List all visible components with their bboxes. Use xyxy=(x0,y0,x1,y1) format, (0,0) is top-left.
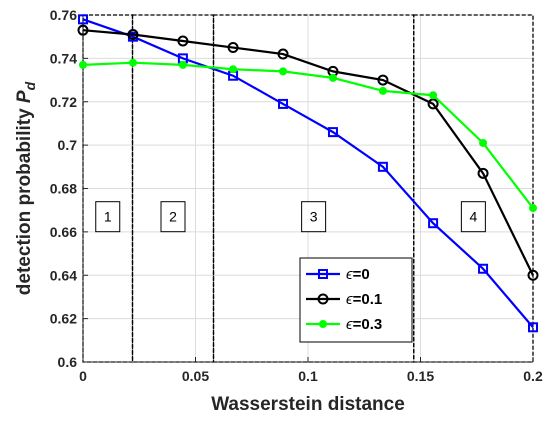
data-point-series-1 xyxy=(177,35,189,47)
y-tick-label: 0.68 xyxy=(50,181,77,197)
legend-symbol: ϵ xyxy=(346,291,353,308)
data-point-series-0 xyxy=(478,263,489,274)
y-axis-title-text: detection probability xyxy=(14,103,35,295)
region-label-1: 1 xyxy=(104,209,112,225)
data-point-series-2 xyxy=(79,60,87,69)
y-tick-label: 0.64 xyxy=(50,267,77,283)
region-label-3: 3 xyxy=(310,209,318,225)
legend-marker-2 xyxy=(319,320,327,328)
y-tick-label: 0.6 xyxy=(58,354,78,370)
y-tick-label: 0.74 xyxy=(50,50,77,66)
x-axis-title: Wasserstein distance xyxy=(211,394,405,415)
region-label-4: 4 xyxy=(469,209,477,225)
data-point-series-1 xyxy=(477,167,489,179)
data-point-series-2 xyxy=(529,204,537,213)
legend-label-0: ϵ=0 xyxy=(346,266,370,283)
data-point-series-0 xyxy=(377,161,388,172)
series-line-2 xyxy=(82,61,534,209)
data-point-series-1 xyxy=(527,269,539,281)
legend-value: =0 xyxy=(353,266,370,283)
series-line-1 xyxy=(82,29,534,276)
data-point-series-0 xyxy=(528,322,538,333)
series-line-0 xyxy=(82,18,534,329)
x-tick-label: 0.05 xyxy=(182,368,209,384)
legend-label-2: ϵ=0.3 xyxy=(346,316,382,333)
y-tick-label: 0.62 xyxy=(50,311,77,327)
legend-value: =0.1 xyxy=(353,291,383,308)
x-tick-label: 0 xyxy=(79,368,87,384)
y-tick-label: 0.76 xyxy=(50,7,77,23)
data-point-series-1 xyxy=(77,24,89,36)
legend-marker-1 xyxy=(317,293,329,305)
data-point-series-2 xyxy=(229,65,238,74)
data-point-series-0 xyxy=(428,218,439,229)
data-point-series-1 xyxy=(277,48,289,60)
data-point-series-0 xyxy=(78,14,88,25)
y-axis-title-symbol: P xyxy=(14,90,35,103)
legend-symbol: ϵ xyxy=(346,266,353,283)
data-point-series-0 xyxy=(278,98,289,109)
legend-label-1: ϵ=0.1 xyxy=(346,291,382,308)
data-point-series-2 xyxy=(328,73,337,82)
y-axis-title: detection probability Pd xyxy=(14,81,38,295)
y-tick-label: 0.7 xyxy=(58,137,78,153)
data-point-series-2 xyxy=(429,91,438,100)
data-point-series-1 xyxy=(427,98,439,110)
region-label-box-2 xyxy=(160,201,186,233)
data-point-series-2 xyxy=(128,58,137,67)
legend-symbol: ϵ xyxy=(346,316,353,333)
region-label-box-3 xyxy=(301,201,327,233)
data-point-series-1 xyxy=(377,74,389,86)
legend-marker-0 xyxy=(318,269,328,279)
data-point-series-2 xyxy=(178,60,187,69)
data-point-series-1 xyxy=(127,29,139,41)
x-tick-label: 0.1 xyxy=(298,368,318,384)
data-point-series-2 xyxy=(479,138,488,147)
x-tick-label: 0.2 xyxy=(523,368,543,384)
x-tick-label: 0.15 xyxy=(407,368,434,384)
y-tick-label: 0.66 xyxy=(50,224,77,240)
data-point-series-2 xyxy=(279,67,288,76)
region-label-box-1 xyxy=(95,201,121,233)
data-point-series-2 xyxy=(378,86,387,95)
y-axis-title-subscript: d xyxy=(22,81,38,90)
legend-value: =0.3 xyxy=(353,316,383,333)
region-label-box-4 xyxy=(460,201,486,233)
data-point-series-1 xyxy=(227,42,239,54)
y-tick-label: 0.72 xyxy=(50,94,77,110)
region-label-2: 2 xyxy=(169,209,177,225)
data-point-series-0 xyxy=(327,127,338,138)
